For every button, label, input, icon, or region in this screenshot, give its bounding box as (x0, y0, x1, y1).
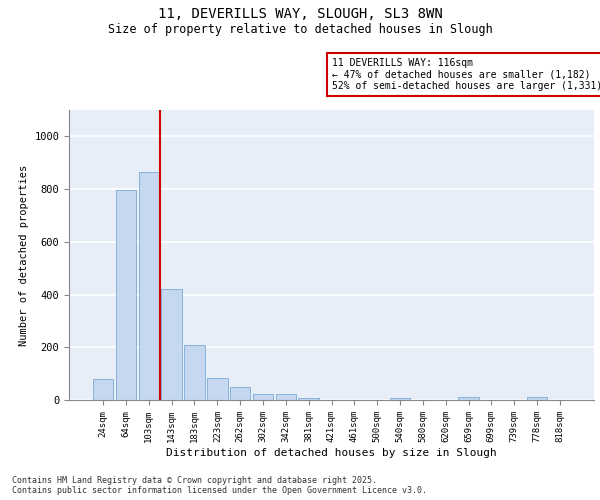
Bar (527, 398, 547, 400)
Bar (207, 378, 227, 400)
Bar (230, 387, 250, 400)
Bar (275, 394, 296, 400)
Text: 11 DEVERILLS WAY: 116sqm
← 47% of detached houses are smaller (1,182)
52% of sem: 11 DEVERILLS WAY: 116sqm ← 47% of detach… (331, 58, 600, 91)
Bar (139, 172, 159, 400)
Bar (390, 398, 410, 400)
Text: Size of property relative to detached houses in Slough: Size of property relative to detached ho… (107, 22, 493, 36)
Y-axis label: Number of detached properties: Number of detached properties (19, 164, 29, 346)
Bar (161, 290, 182, 400)
Text: Contains HM Land Registry data © Crown copyright and database right 2025.
Contai: Contains HM Land Registry data © Crown c… (12, 476, 427, 495)
X-axis label: Distribution of detached houses by size in Slough: Distribution of detached houses by size … (166, 448, 497, 458)
Bar (253, 394, 273, 400)
Bar (298, 398, 319, 400)
Bar (458, 397, 479, 400)
Bar (93, 379, 113, 400)
Bar (184, 344, 205, 400)
Bar (116, 190, 136, 400)
Text: 11, DEVERILLS WAY, SLOUGH, SL3 8WN: 11, DEVERILLS WAY, SLOUGH, SL3 8WN (158, 8, 442, 22)
